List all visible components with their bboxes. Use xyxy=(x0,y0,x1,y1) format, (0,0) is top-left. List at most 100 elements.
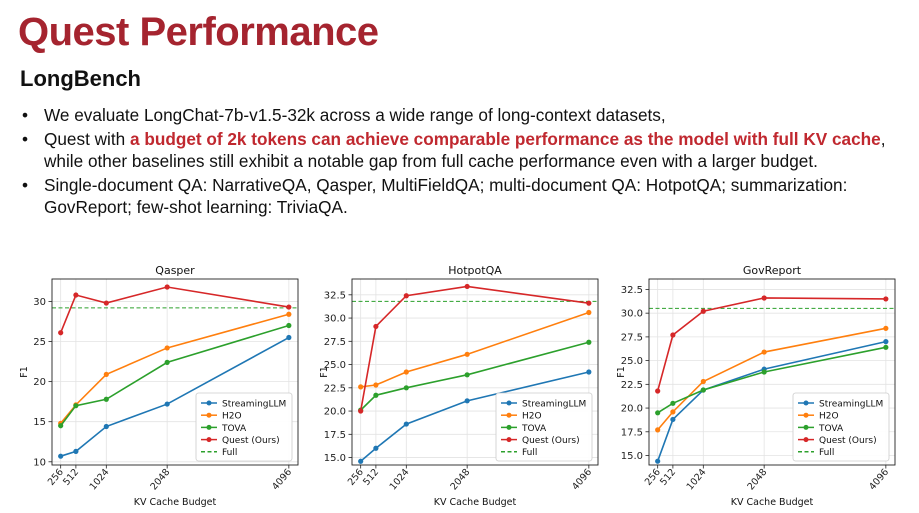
data-point xyxy=(373,324,378,329)
data-point xyxy=(465,398,470,403)
legend-label: Full xyxy=(819,448,834,458)
legend-label: Quest (Ours) xyxy=(819,436,877,446)
y-tick-label: 17.5 xyxy=(621,427,643,438)
legend-swatch-marker xyxy=(207,437,212,442)
data-point xyxy=(358,459,363,464)
chart-title: Qasper xyxy=(155,264,195,277)
data-point xyxy=(286,312,291,317)
y-tick-label: 20.0 xyxy=(324,407,346,418)
chart-govreport: 15.0 17.5 20.0 22.5 25.0 27.5 30.0 32.5 256 512 10… xyxy=(597,262,902,513)
legend-label: StreamingLLM xyxy=(222,399,286,409)
data-point xyxy=(73,292,78,297)
data-point xyxy=(655,410,660,415)
data-point xyxy=(586,310,591,315)
y-tick-label: 22.5 xyxy=(324,383,346,394)
data-point xyxy=(762,349,767,354)
data-point xyxy=(670,409,675,414)
y-tick-label: 27.5 xyxy=(621,332,643,343)
x-tick-label: 4096 xyxy=(270,467,294,493)
data-point xyxy=(73,403,78,408)
legend-label: StreamingLLM xyxy=(819,399,883,409)
legend-label: H2O xyxy=(222,412,242,422)
legend-label: Full xyxy=(522,448,537,458)
x-tick-label: 512 xyxy=(658,467,678,488)
legend-label: TOVA xyxy=(521,424,547,434)
x-tick-label: 2048 xyxy=(745,467,769,493)
y-tick-label: 30.0 xyxy=(621,309,643,320)
bullet-item: Quest with a budget of 2k tokens can ach… xyxy=(20,128,910,172)
bullet-item: We evaluate LongChat-7b-v1.5-32k across … xyxy=(20,104,910,126)
y-tick-label: 15 xyxy=(33,417,46,428)
legend-swatch-marker xyxy=(804,413,809,418)
y-tick-label: 27.5 xyxy=(324,337,346,348)
y-tick-label: 25.0 xyxy=(621,356,643,367)
legend-label: TOVA xyxy=(818,424,844,434)
data-point xyxy=(762,369,767,374)
data-point xyxy=(373,393,378,398)
data-point xyxy=(586,301,591,306)
x-axis-label: KV Cache Budget xyxy=(434,497,517,508)
data-point xyxy=(404,421,409,426)
bullet-highlight: a budget of 2k tokens can achieve compar… xyxy=(130,129,881,149)
y-tick-label: 20 xyxy=(33,377,46,388)
data-point xyxy=(404,369,409,374)
data-point xyxy=(104,397,109,402)
bullet-item: Single-document QA: NarrativeQA, Qasper,… xyxy=(20,174,910,218)
x-tick-label: 1024 xyxy=(88,467,112,493)
data-point xyxy=(58,423,63,428)
legend-swatch-marker xyxy=(507,401,512,406)
data-point xyxy=(701,379,706,384)
data-point xyxy=(465,352,470,357)
legend-swatch-marker xyxy=(207,413,212,418)
data-point xyxy=(404,293,409,298)
series-line xyxy=(361,286,589,411)
data-point xyxy=(358,408,363,413)
data-point xyxy=(701,309,706,314)
data-point xyxy=(165,401,170,406)
y-axis-label: F1 xyxy=(616,366,627,378)
chart-title: HotpotQA xyxy=(448,264,502,277)
data-point xyxy=(670,332,675,337)
bullet-text: We evaluate LongChat-7b-v1.5-32k across … xyxy=(44,105,666,125)
bullet-text: Single-document QA: NarrativeQA, Qasper,… xyxy=(44,175,847,217)
data-point xyxy=(655,388,660,393)
chart-svg: 15.017.520.022.525.027.530.032.5256512 10… xyxy=(300,262,605,513)
data-point xyxy=(883,339,888,344)
legend-label: Full xyxy=(222,448,237,458)
data-point xyxy=(104,300,109,305)
data-point xyxy=(762,295,767,300)
x-tick-label: 4096 xyxy=(570,467,594,493)
legend-swatch-marker xyxy=(207,401,212,406)
legend: StreamingLLM H2O TOVA Quest (Ours) Full xyxy=(496,393,592,461)
data-point xyxy=(358,384,363,389)
x-tick-label: 2048 xyxy=(148,467,172,493)
data-point xyxy=(465,284,470,289)
legend-label: StreamingLLM xyxy=(522,399,586,409)
y-tick-label: 30.0 xyxy=(324,314,346,325)
legend-label: Quest (Ours) xyxy=(222,436,280,446)
data-point xyxy=(373,382,378,387)
y-tick-label: 32.5 xyxy=(621,285,643,296)
x-tick-label: 1024 xyxy=(388,467,412,493)
x-axis-label: KV Cache Budget xyxy=(134,497,217,508)
legend-swatch-marker xyxy=(507,413,512,418)
y-tick-label: 32.5 xyxy=(324,290,346,301)
x-tick-label: 2048 xyxy=(448,467,472,493)
data-point xyxy=(104,372,109,377)
series-line xyxy=(658,298,886,391)
slide-subtitle: LongBench xyxy=(20,68,141,90)
y-tick-label: 15.0 xyxy=(324,453,346,464)
data-point xyxy=(586,340,591,345)
data-point xyxy=(165,360,170,365)
x-tick-label: 512 xyxy=(361,467,381,488)
data-point xyxy=(165,284,170,289)
y-tick-label: 20.0 xyxy=(621,404,643,415)
data-point xyxy=(883,345,888,350)
data-point xyxy=(104,424,109,429)
y-tick-label: 10 xyxy=(33,457,46,468)
data-point xyxy=(670,417,675,422)
data-point xyxy=(286,335,291,340)
x-axis-label: KV Cache Budget xyxy=(731,497,814,508)
data-point xyxy=(286,304,291,309)
